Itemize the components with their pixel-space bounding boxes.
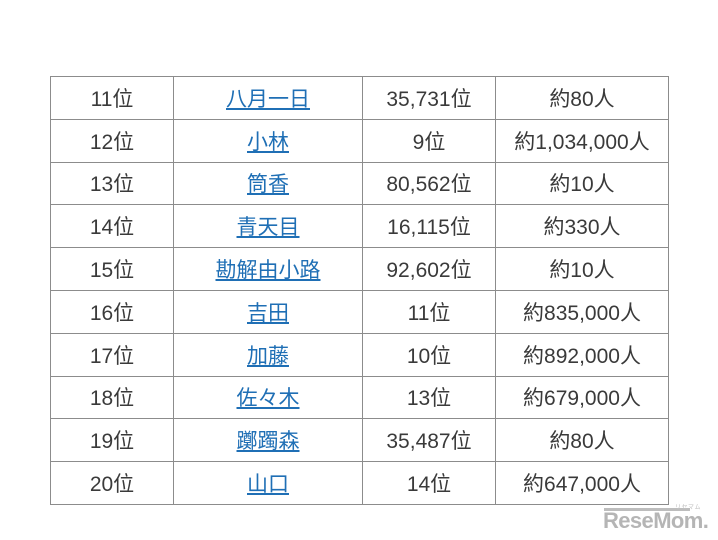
table-row: 18位 佐々木 13位 約679,000人: [50, 375, 669, 420]
cell-rank: 20位: [50, 461, 174, 505]
cell-rank: 11位: [50, 76, 174, 120]
cell-name: 筒香: [173, 161, 363, 206]
cell-population: 約10人: [495, 161, 669, 206]
cell-nationwide-rank: 92,602位: [362, 247, 496, 291]
cell-nationwide-rank: 14位: [362, 461, 496, 505]
watermark-logo-text: ReseMom.: [603, 508, 709, 533]
cell-nationwide-rank: 9位: [362, 118, 496, 163]
cell-population: 約330人: [495, 204, 669, 249]
cell-nationwide-rank: 13位: [362, 375, 496, 420]
cell-nationwide-rank: 16,115位: [362, 204, 496, 249]
cell-nationwide-rank: 11位: [362, 289, 496, 334]
watermark-rule: [604, 508, 690, 511]
cell-name: 青天目: [173, 204, 363, 249]
surname-link[interactable]: 八月一日: [226, 87, 310, 111]
surname-link[interactable]: 青天目: [236, 216, 300, 240]
table-row: 14位 青天目 16,115位 約330人: [50, 204, 669, 249]
cell-name: 山口: [173, 461, 363, 505]
cell-population: 約892,000人: [495, 332, 669, 377]
cell-name: 躑躅森: [173, 418, 363, 463]
table-row: 16位 吉田 11位 約835,000人: [50, 289, 669, 334]
cell-nationwide-rank: 35,731位: [362, 76, 496, 120]
table-row: 11位 八月一日 35,731位 約80人: [50, 76, 669, 120]
cell-population: 約647,000人: [495, 461, 669, 505]
cell-rank: 15位: [50, 247, 174, 291]
cell-name: 吉田: [173, 289, 363, 334]
table-row: 12位 小林 9位 約1,034,000人: [50, 118, 669, 163]
cell-name: 加藤: [173, 332, 363, 377]
cell-rank: 16位: [50, 289, 174, 334]
cell-nationwide-rank: 10位: [362, 332, 496, 377]
surname-link[interactable]: 筒香: [247, 173, 289, 197]
table-row: 15位 勘解由小路 92,602位 約10人: [50, 247, 669, 291]
cell-nationwide-rank: 80,562位: [362, 161, 496, 206]
table-row: 20位 山口 14位 約647,000人: [50, 461, 669, 505]
resemom-watermark: リセマム ReseMom.: [603, 505, 715, 535]
watermark-ruby-text: リセマム: [675, 505, 702, 511]
surname-link[interactable]: 勘解由小路: [215, 259, 321, 283]
cell-population: 約80人: [495, 418, 669, 463]
cell-nationwide-rank: 35,487位: [362, 418, 496, 463]
surname-link[interactable]: 佐々木: [236, 387, 300, 411]
surname-link[interactable]: 加藤: [247, 344, 289, 368]
cell-rank: 13位: [50, 161, 174, 206]
table-row: 13位 筒香 80,562位 約10人: [50, 161, 669, 206]
cell-rank: 19位: [50, 418, 174, 463]
ranking-table-container: 11位 八月一日 35,731位 約80人 12位 小林 9位 約1,034,000人 13位筒…: [50, 76, 669, 505]
cell-population: 約1,034,000人: [495, 118, 669, 163]
cell-rank: 17位: [50, 332, 174, 377]
table-row: 17位 加藤 10位 約892,000人: [50, 332, 669, 377]
cell-population: 約679,000人: [495, 375, 669, 420]
cell-name: 勘解由小路: [173, 247, 363, 291]
cell-population: 約835,000人: [495, 289, 669, 334]
cell-rank: 14位: [50, 204, 174, 249]
cell-name: 八月一日: [173, 76, 363, 120]
table-row: 19位 躑躅森 35,487位 約80人: [50, 418, 669, 463]
cell-name: 佐々木: [173, 375, 363, 420]
surname-link[interactable]: 山口: [247, 473, 289, 497]
surname-ranking-table: 11位 八月一日 35,731位 約80人 12位 小林 9位 約1,034,000人 13位筒…: [50, 76, 669, 505]
surname-link[interactable]: 小林: [247, 130, 289, 154]
cell-rank: 12位: [50, 118, 174, 163]
surname-link[interactable]: 吉田: [247, 301, 289, 325]
cell-rank: 18位: [50, 375, 174, 420]
cell-population: 約10人: [495, 247, 669, 291]
cell-population: 約80人: [495, 76, 669, 120]
surname-link[interactable]: 躑躅森: [236, 430, 300, 454]
cell-name: 小林: [173, 118, 363, 163]
